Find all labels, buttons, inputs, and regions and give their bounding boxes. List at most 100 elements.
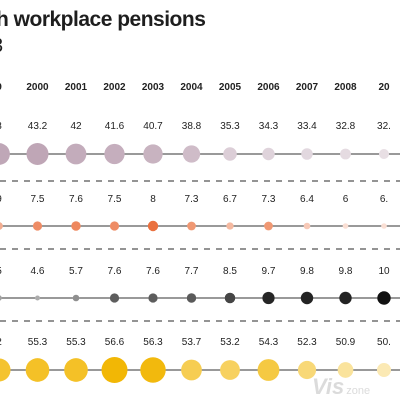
value-label: 7.3 <box>185 194 199 205</box>
value-label: 55.3 <box>66 337 86 348</box>
value-label: 5.7 <box>69 266 83 277</box>
value-label: 2 <box>0 337 2 348</box>
value-label: 50. <box>377 337 391 348</box>
value-label: 32.8 <box>336 121 356 132</box>
data-dot <box>0 358 11 382</box>
data-dot <box>186 293 197 303</box>
value-label: 9.7 <box>262 266 276 277</box>
data-dot <box>220 360 240 380</box>
value-label: 32. <box>377 121 391 132</box>
value-label: 6 <box>343 194 349 205</box>
value-label: 6. <box>380 194 388 205</box>
value-label: 3 <box>0 121 2 132</box>
value-label: 52.3 <box>297 337 317 348</box>
value-label: 5 <box>0 266 2 277</box>
value-label: 7.5 <box>108 194 122 205</box>
data-dot <box>109 293 120 303</box>
data-dot <box>64 358 88 382</box>
data-dot <box>262 291 275 305</box>
value-label: 9 <box>0 194 2 205</box>
year-label: 2003 <box>142 82 165 93</box>
data-dot <box>264 221 273 231</box>
value-label: 50.9 <box>336 337 356 348</box>
year-label: 2002 <box>103 82 126 93</box>
value-label: 6.7 <box>223 194 237 205</box>
data-dot <box>104 143 125 165</box>
data-dot <box>337 362 354 378</box>
data-dot <box>377 291 391 305</box>
data-dot <box>25 358 50 382</box>
data-dot <box>0 222 3 230</box>
data-dot <box>72 294 80 302</box>
value-label: 53.7 <box>182 337 202 348</box>
year-label: 2008 <box>334 82 357 93</box>
data-dot <box>300 291 314 305</box>
year-label: 20 <box>378 82 390 93</box>
data-dot <box>109 221 120 231</box>
value-label: 4.6 <box>31 266 45 277</box>
data-dot <box>226 222 234 230</box>
value-label: 54.3 <box>259 337 279 348</box>
value-label: 10 <box>378 266 390 277</box>
data-dot <box>340 148 351 160</box>
chart-subtitle: 3 <box>0 35 3 58</box>
data-dot <box>143 144 163 164</box>
data-dot <box>148 293 158 303</box>
data-dot <box>0 295 2 301</box>
value-label: 33.4 <box>297 121 317 132</box>
value-label: 43.2 <box>28 121 48 132</box>
value-label: 9.8 <box>300 266 314 277</box>
value-label: 6.4 <box>300 194 314 205</box>
watermark-logo: Vis zone <box>312 374 371 399</box>
value-label: 7.6 <box>146 266 160 277</box>
data-dot <box>342 223 349 229</box>
data-dot <box>71 221 81 231</box>
data-dot <box>297 360 317 380</box>
value-label: 34.3 <box>259 121 279 132</box>
data-dot <box>182 145 201 163</box>
data-dot <box>187 221 196 231</box>
data-dot <box>339 291 352 305</box>
data-dot <box>147 220 159 232</box>
value-label: 38.8 <box>182 121 202 132</box>
value-label: 40.7 <box>143 121 163 132</box>
data-dot <box>224 292 236 304</box>
year-label: 2000 <box>26 82 49 93</box>
year-label: 2005 <box>219 82 242 93</box>
data-dot <box>32 221 43 231</box>
value-label: 7.3 <box>262 194 276 205</box>
data-dot <box>65 143 87 165</box>
data-dot <box>181 359 202 381</box>
data-dot <box>379 149 389 159</box>
year-label: 2001 <box>65 82 88 93</box>
data-dot <box>262 147 275 161</box>
value-label: 35.3 <box>220 121 240 132</box>
value-label: 7.6 <box>108 266 122 277</box>
value-label: 56.3 <box>143 337 163 348</box>
data-dot <box>26 143 49 165</box>
year-label: 2007 <box>296 82 319 93</box>
value-label: 9.8 <box>339 266 353 277</box>
value-label: 7.6 <box>69 194 83 205</box>
data-dot <box>381 223 387 229</box>
value-label: 41.6 <box>105 121 125 132</box>
value-label: 53.2 <box>220 337 240 348</box>
value-label: 56.6 <box>105 337 125 348</box>
data-dot <box>223 147 237 161</box>
year-label: 2006 <box>257 82 280 93</box>
data-dot <box>303 222 311 230</box>
chart-title: h workplace pensions <box>0 8 206 31</box>
data-dot <box>257 359 280 381</box>
data-dot <box>35 295 40 301</box>
value-label: 8 <box>150 194 156 205</box>
data-dot <box>101 357 128 383</box>
data-dot <box>0 143 10 165</box>
year-label: 2004 <box>180 82 203 93</box>
data-dot <box>140 357 166 383</box>
value-label: 55.3 <box>28 337 48 348</box>
value-label: 7.7 <box>185 266 199 277</box>
data-dot <box>377 363 391 377</box>
value-label: 8.5 <box>223 266 237 277</box>
year-label: 9 <box>0 82 2 93</box>
